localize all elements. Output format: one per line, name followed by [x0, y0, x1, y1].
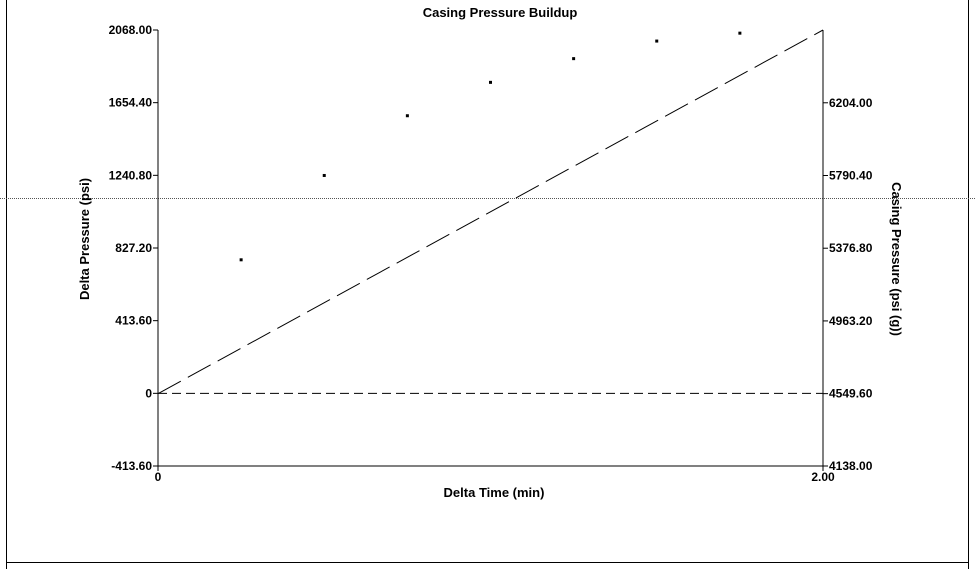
y-tick-label: 413.60: [115, 314, 152, 328]
data-point: [655, 39, 659, 43]
long-dash-series-line: [157, 29, 824, 395]
y-tick-label: 2068.00: [109, 23, 153, 37]
x-tick-label: 2.00: [811, 470, 835, 484]
data-point: [572, 57, 576, 61]
x-axis-title: Delta Time (min): [444, 485, 545, 500]
y-tick-label: 0: [145, 386, 152, 400]
outer-frame-right: [968, 0, 969, 569]
chart-title: Casing Pressure Buildup: [423, 5, 578, 20]
outer-frame-bottom: [6, 562, 968, 563]
y-axis-title: Delta Pressure (psi): [77, 178, 92, 300]
y2-tick-label: 4549.60: [829, 387, 873, 401]
y-tick-label: 1654.40: [109, 96, 153, 110]
data-point: [489, 80, 492, 84]
y2-tick-label: 5790.40: [829, 168, 873, 182]
data-point: [322, 173, 326, 177]
y-tick-label: 1240.80: [109, 168, 153, 182]
outer-frame-left: [6, 0, 7, 569]
data-point: [405, 114, 409, 118]
y2-tick-label: 4963.20: [829, 314, 873, 328]
data-point: [239, 258, 243, 262]
y2-tick-label: 4138.00: [829, 459, 873, 473]
y-tick-label: -413.60: [111, 459, 152, 473]
y2-tick-label: 6204.00: [829, 96, 873, 110]
series-layer: [157, 29, 824, 395]
y-tick-label: 827.20: [115, 241, 152, 255]
horizontal-rule: [0, 198, 975, 199]
y2-axis-title: Casing Pressure (psi (g)): [889, 182, 904, 336]
bottom-axis-ticks: 0 2.00: [155, 466, 835, 484]
left-axis-ticks: -413.60 0 413.60 827.20 1240.80 1654.40 2068.0…: [109, 23, 158, 473]
right-axis-ticks: 4138.00 4549.60 4963.20 5376.80 5790.40 6204.…: [823, 96, 873, 473]
x-tick-label: 0: [155, 470, 162, 484]
y2-tick-label: 5376.80: [829, 241, 873, 255]
data-point: [738, 31, 742, 35]
